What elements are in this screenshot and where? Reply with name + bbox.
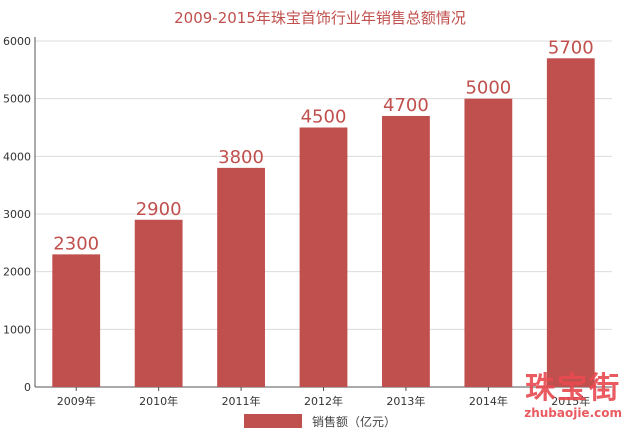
x-tick-label: 2014年 <box>469 394 508 408</box>
bar <box>299 127 348 387</box>
legend-label: 销售额（亿元） <box>311 414 396 429</box>
y-tick-label: 0 <box>24 381 31 394</box>
x-tick-label: 2012年 <box>304 394 343 408</box>
bar-value-label: 2900 <box>136 199 182 220</box>
y-tick-label: 1000 <box>3 323 31 336</box>
chart-legend: 销售额（亿元） <box>0 411 640 431</box>
bar <box>134 219 183 387</box>
chart-title: 2009-2015年珠宝首饰行业年销售总额情况 <box>174 9 466 27</box>
y-tick-label: 6000 <box>3 35 31 48</box>
x-tick-label: 2013年 <box>386 394 425 408</box>
y-tick-label: 3000 <box>3 208 31 221</box>
watermark-main: 珠宝街 <box>525 371 622 406</box>
bar <box>546 58 595 388</box>
legend-swatch <box>243 414 302 428</box>
y-tick-label: 4000 <box>3 150 31 163</box>
bar <box>382 115 430 387</box>
bar-value-label: 4700 <box>383 95 429 116</box>
y-tick-label: 5000 <box>3 93 31 106</box>
y-tick-label: 2000 <box>3 266 31 279</box>
bar <box>52 254 101 387</box>
bar-value-label: 3800 <box>218 147 264 168</box>
bar <box>464 98 513 388</box>
x-tick-label: 2010年 <box>139 394 178 408</box>
bar-value-label: 4500 <box>301 107 347 128</box>
watermark-sub: zhubaojie.com <box>524 406 622 420</box>
x-tick-label: 2015年 <box>551 394 590 408</box>
bar-value-label: 5700 <box>548 37 594 58</box>
x-tick-label: 2009年 <box>57 394 96 408</box>
x-tick-label: 2011年 <box>222 394 261 408</box>
bar-value-label: 2300 <box>53 233 99 254</box>
bar <box>217 167 265 387</box>
bar-value-label: 5000 <box>465 78 511 99</box>
watermark-logo: 珠宝街 zhubaojie.com <box>524 371 622 421</box>
